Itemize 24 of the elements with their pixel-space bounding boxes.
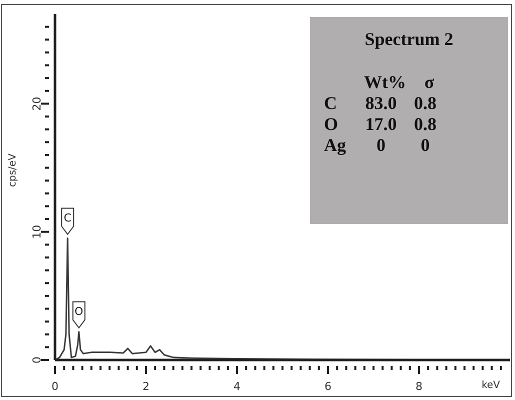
y-axis-title: cps/eV — [8, 153, 19, 187]
annotation: 0.8 — [414, 93, 438, 114]
y-tick-label: 10 — [30, 224, 44, 239]
annotation: 0.8 — [414, 114, 438, 135]
x-tick-label: 2 — [142, 380, 150, 393]
annotation: O — [324, 114, 340, 135]
annotation: σ — [423, 72, 436, 93]
annotation: 17.0 — [364, 114, 398, 135]
annotation: 83.0 — [364, 93, 398, 114]
annotation: 0 — [420, 135, 431, 156]
x-axis-title: keV — [482, 380, 500, 391]
annotation: Wt% — [363, 72, 407, 93]
annotation: C — [324, 93, 338, 114]
x-tick-label: 6 — [324, 380, 332, 393]
chart-title: Spectrum 2 — [364, 29, 454, 49]
x-tick-label: 4 — [234, 380, 240, 393]
annotation: 0 — [376, 135, 386, 156]
x-tick-label: 8 — [416, 380, 422, 393]
x-tick-label: 0 — [52, 380, 58, 393]
y-tick-label: 20 — [30, 96, 44, 111]
annotation: C — [64, 211, 72, 224]
y-tick-label: 0 — [30, 356, 44, 364]
annotation: O — [74, 304, 84, 318]
annotation: Ag — [324, 135, 347, 156]
